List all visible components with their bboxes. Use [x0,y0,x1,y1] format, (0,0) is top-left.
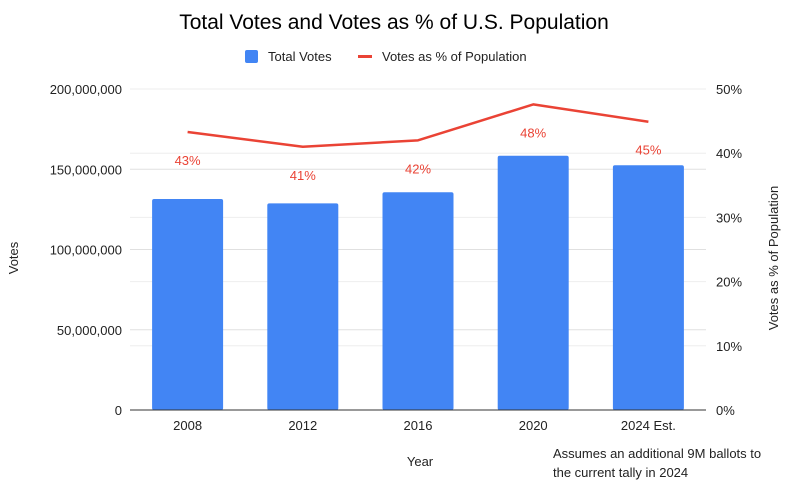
y-tick-label: 100,000,000 [50,243,122,258]
legend-label-votes-pct: Votes as % of Population [382,49,527,64]
legend-swatch-total-votes [245,50,258,63]
line-path[interactable] [187,103,649,149]
data-label-2024 Est.: 45% [635,143,661,158]
legend-label-total-votes: Total Votes [268,49,332,64]
chart-title: Total Votes and Votes as % of U.S. Popul… [179,11,609,34]
y2-tick-label: 20% [716,275,742,290]
y-tick-label: 200,000,000 [50,82,122,97]
bar-2016[interactable] [382,192,454,410]
data-label-2012: 41% [290,168,316,183]
line-series: 43% 41% 42% 48% 45% [175,103,662,183]
bar-2012[interactable] [267,203,339,410]
x-tick-label: 2016 [404,418,433,433]
data-label-2008: 43% [175,153,201,168]
y-tick-label: 50,000,000 [57,323,122,338]
x-tick-label: 2008 [173,418,202,433]
x-tick-label: 2024 Est. [621,418,676,433]
y-tick-label: 0 [115,403,122,418]
y-tick-label: 150,000,000 [50,162,122,177]
bar-2024 Est.[interactable] [612,165,684,410]
y-axis-right: 0% 10% 20% 30% 40% 50% [716,82,742,418]
x-tick-label: 2012 [288,418,317,433]
chart-annotation: Assumes an additional 9M ballots to the … [553,446,765,480]
x-tick-label: 2020 [519,418,548,433]
y-axis-title: Votes [6,241,21,274]
y2-tick-label: 30% [716,210,742,225]
y2-tick-label: 40% [716,146,742,161]
x-axis: 2008 2012 2016 2020 2024 Est. [173,418,676,433]
bar-2008[interactable] [152,198,224,410]
bar-series [152,155,684,410]
bar-2020[interactable] [497,155,569,410]
legend-swatch-votes-pct [358,55,372,58]
data-label-2016: 42% [405,161,431,176]
y2-tick-label: 0% [716,403,735,418]
legend[interactable]: Total Votes Votes as % of Population [245,49,527,64]
y2-tick-label: 10% [716,339,742,354]
y-axis-left: 0 50,000,000 100,000,000 150,000,000 200,000… [50,82,122,418]
x-axis-title: Year [407,454,434,469]
data-label-2020: 48% [520,125,546,140]
y2-tick-label: 50% [716,82,742,97]
y2-axis-title: Votes as % of Population [766,186,781,331]
